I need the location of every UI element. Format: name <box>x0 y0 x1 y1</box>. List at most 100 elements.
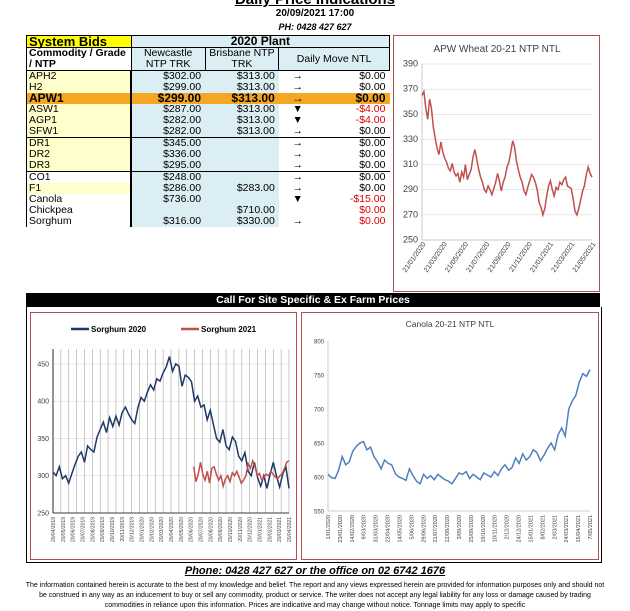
chart-title: Canola 20-21 NTP NTL <box>406 319 495 329</box>
table-row: DR2$336.00→$0.00 <box>27 149 390 160</box>
grade-cell: DR3 <box>27 160 132 172</box>
x-tick-label: 20/10/2019 <box>110 517 116 542</box>
x-tick-label: 7/05/2021 <box>588 515 594 539</box>
x-tick-label: 19/10/2020 <box>481 515 487 543</box>
table-row: DR1$345.00→$0.00 <box>27 138 390 150</box>
x-tick-label: 1/01/2020 <box>326 515 332 539</box>
table-row: APW1$299.00$313.00→$0.00 <box>27 93 390 104</box>
x-tick-label: 20/01/2021 <box>258 517 264 542</box>
x-tick-label: 20/05/2019 <box>61 517 67 542</box>
x-tick-label: 2/03/2021 <box>552 515 558 539</box>
legend-label: Sorghum 2020 <box>91 325 147 334</box>
x-tick-label: 9/03/2020 <box>362 515 368 539</box>
y-tick-label: 330 <box>403 134 418 144</box>
newcastle-price: $295.00 <box>131 160 205 172</box>
x-tick-label: 8/02/2021 <box>540 515 546 539</box>
y-tick-label: 370 <box>403 84 418 94</box>
x-tick-label: 20/11/2020 <box>238 517 244 542</box>
bids-table: System Bids 2020 Plant Commodity / Grade… <box>26 35 390 227</box>
y-tick-label: 700 <box>314 408 325 414</box>
x-tick-label: 20/09/2020 <box>218 517 224 542</box>
grade-cell: APH2 <box>27 71 132 83</box>
footer-phone: Phone: 0428 427 627 or the office on 02 … <box>0 565 630 577</box>
brisbane-price <box>205 160 279 172</box>
y-tick-label: 800 <box>314 340 325 346</box>
col-header-brisbane: Brisbane NTP TRK <box>205 48 279 71</box>
x-tick-label: 20/07/2019 <box>81 517 87 542</box>
x-tick-label: 20/07/2020 <box>199 517 205 542</box>
x-tick-label: 14/05/2020 <box>397 515 403 543</box>
sorghum-chart-panel: Sorghum 2020 Sorghum 2021 250 300 350 400 450 2… <box>30 312 297 560</box>
y-tick-label: 390 <box>403 59 418 69</box>
x-tick-label: 20/12/2020 <box>248 517 254 542</box>
brisbane-price: $330.00 <box>205 216 279 227</box>
x-tick-label: 20/04/2021 <box>287 517 293 542</box>
y-tick-label: 250 <box>403 235 418 245</box>
x-tick-label: 2/12/2020 <box>505 515 511 539</box>
legend-label: Sorghum 2021 <box>201 325 257 334</box>
x-tick-label: 20/03/2020 <box>159 517 165 542</box>
y-tick-label: 450 <box>37 361 49 368</box>
grade-cell: CO1 <box>27 172 132 184</box>
x-tick-label: 31/03/2020 <box>374 515 380 543</box>
col-header-move: Daily Move NTL <box>279 48 390 71</box>
table-row: H2$299.00$313.00→$0.00 <box>27 82 390 93</box>
x-tick-label: 10/11/2020 <box>493 515 499 542</box>
series-line <box>194 461 289 486</box>
x-tick-label: 21/07/2020 <box>433 515 439 543</box>
x-tick-label: 20/01/2020 <box>140 517 146 542</box>
newcastle-price: $282.00 <box>131 126 205 138</box>
table-row: AGP1$282.00$313.00▼-$4.00 <box>27 115 390 126</box>
table-row: CO1$248.00→$0.00 <box>27 172 390 184</box>
wheat-chart: APW Wheat 20-21 NTP NTL25027029031033035… <box>394 36 599 291</box>
x-tick-label: 20/04/2019 <box>51 517 57 542</box>
grade-cell: Sorghum <box>27 216 132 227</box>
table-row: F1$286.00$283.00→$0.00 <box>27 183 390 194</box>
table-row: Sorghum$316.00$330.00→$0.00 <box>27 216 390 227</box>
y-tick-label: 300 <box>37 473 49 480</box>
table-row: DR3$295.00 →$0.00 <box>27 160 390 172</box>
x-tick-label: 24/12/2020 <box>517 515 523 543</box>
table-row: SFW1$282.00$313.00→$0.00 <box>27 126 390 138</box>
y-tick-label: 350 <box>37 436 49 443</box>
y-tick-label: 290 <box>403 184 418 194</box>
col-header-grade: Commodity / Grade / NTP <box>27 48 132 71</box>
x-tick-label: 20/09/2019 <box>100 517 106 542</box>
y-tick-label: 650 <box>314 442 325 448</box>
x-tick-label: 20/03/2021 <box>277 517 283 542</box>
y-tick-label: 350 <box>403 109 418 119</box>
x-tick-label: 5/06/2020 <box>409 515 415 539</box>
sorghum-chart: Sorghum 2020 Sorghum 2021 250 300 350 400 450 2… <box>31 313 296 559</box>
table-row: ASW1$287.00$313.00▼-$4.00 <box>27 104 390 115</box>
x-tick-label: 25/09/2020 <box>469 515 475 543</box>
x-tick-label: 20/04/2020 <box>169 517 175 542</box>
call-banner: Call For Site Specific & Ex Farm Prices <box>26 293 600 307</box>
x-tick-label: 20/06/2019 <box>71 517 77 542</box>
col-header-newcastle: Newcastle NTP TRK <box>131 48 205 71</box>
x-tick-label: 3/09/2020 <box>457 515 463 539</box>
move-direction-icon: ▼ <box>279 194 317 205</box>
move-direction-icon: → <box>279 160 317 172</box>
y-tick-label: 250 <box>37 511 49 518</box>
canola-chart: Canola 20-21 NTP NTL5506006507007508001/… <box>302 313 598 559</box>
chart-title: APW Wheat 20-21 NTP NTL <box>433 44 561 55</box>
x-tick-label: 20/02/2020 <box>149 517 155 542</box>
x-tick-label: 12/08/2020 <box>445 515 451 543</box>
y-tick-label: 400 <box>37 399 49 406</box>
brisbane-price <box>205 138 279 150</box>
x-tick-label: 29/06/2020 <box>421 515 427 543</box>
x-tick-label: 15/04/2021 <box>576 515 582 543</box>
table-row: APH2$302.00$313.00→$0.00 <box>27 71 390 83</box>
x-tick-label: 15/01/2021 <box>528 515 534 543</box>
daily-move: $0.00 <box>317 160 390 172</box>
section-title: System Bids <box>27 36 132 48</box>
x-tick-label: 20/08/2019 <box>90 517 96 542</box>
newcastle-price: $736.00 <box>131 194 205 205</box>
x-tick-label: 24/03/2021 <box>564 515 570 543</box>
x-tick-label: 22/04/2020 <box>386 515 392 543</box>
move-direction-icon: → <box>279 126 317 138</box>
x-tick-label: 23/01/2020 <box>338 515 344 543</box>
brisbane-price: $313.00 <box>205 126 279 138</box>
x-tick-label: 20/08/2020 <box>208 517 214 542</box>
